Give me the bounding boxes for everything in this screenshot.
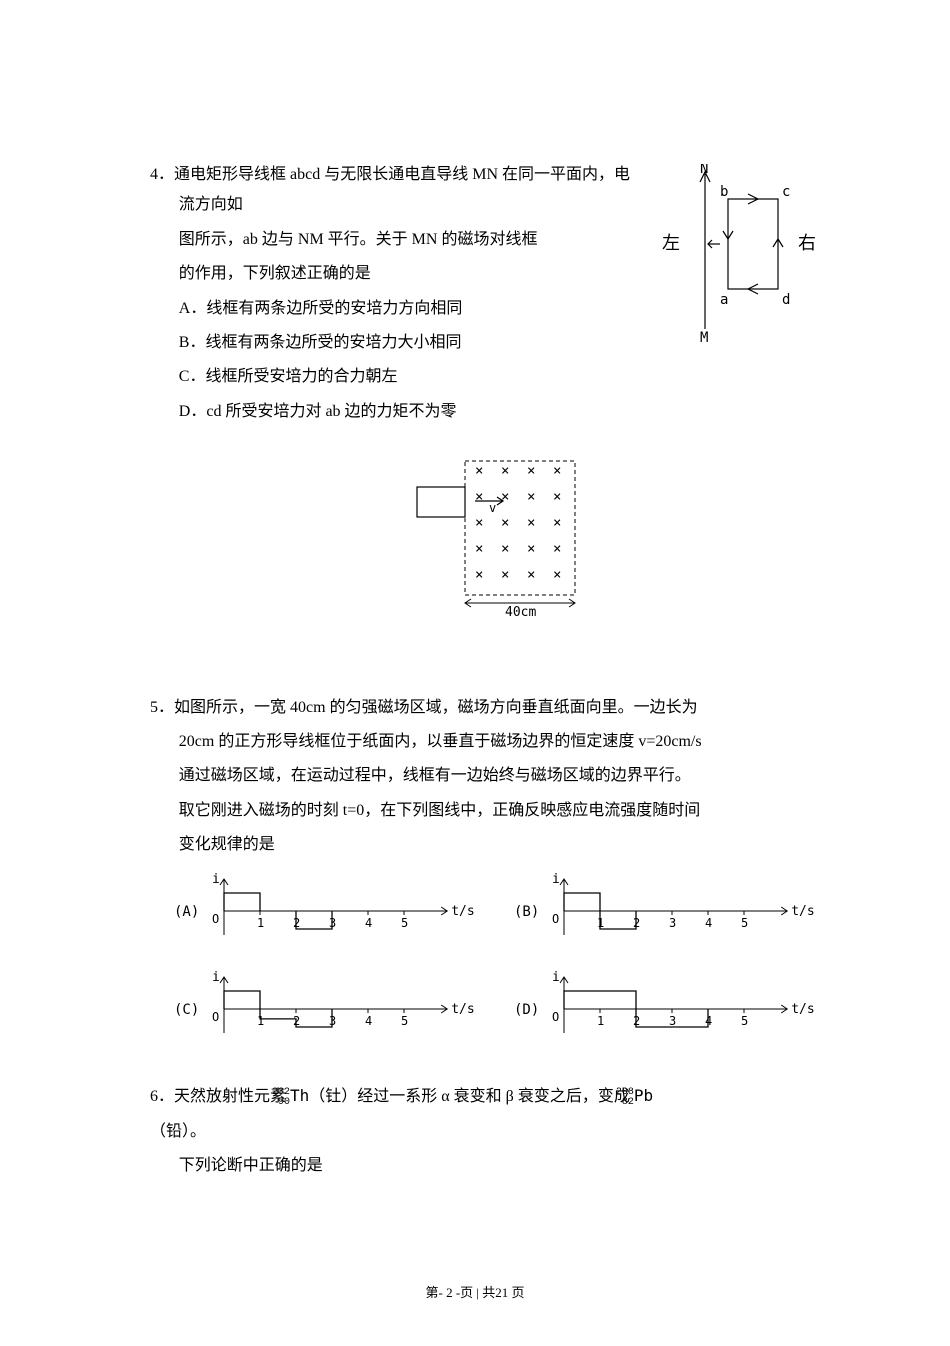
label-right: 右 [798, 233, 816, 253]
svg-text:×: × [475, 489, 483, 505]
svg-text:×: × [475, 463, 483, 479]
q4-number: 4． [150, 166, 174, 183]
svg-text:3: 3 [669, 916, 676, 930]
page-footer: 第- 2 -页 | 共21 页 [0, 1281, 950, 1306]
svg-text:×: × [475, 515, 483, 531]
q5-line3: 通过磁场区域，在运动过程中，线框有一边始终与磁场区域的边界平行。 [150, 761, 820, 791]
page: N M b c a d 左 右 4．通电矩形导线框 abcd 与无限长通电直导线… [0, 0, 950, 1346]
svg-text:×: × [553, 463, 561, 479]
q4-option-d: D．cd 所受安培力对 ab 边的力矩不为零 [179, 397, 820, 427]
svg-text:×: × [501, 567, 509, 583]
svg-text:×: × [501, 515, 509, 531]
pb-sym: Pb [634, 1086, 653, 1105]
q6-mid: （钍）经过一系形 α 衰变和 β 衰变之后，变成 [309, 1088, 634, 1105]
width-label: 40cm [505, 605, 536, 620]
q4-option-c: C．线框所受安培力的合力朝左 [179, 362, 820, 392]
svg-text:i: i [552, 872, 560, 887]
svg-text:i: i [212, 970, 220, 985]
svg-text:4: 4 [365, 1014, 372, 1028]
q5-graphs: it/sO(A)12345 it/sO(B)12345 it/sO(C)1234… [150, 866, 820, 1061]
th-sym: Th [290, 1086, 309, 1105]
graph-d: it/sO(D)12345 [506, 964, 820, 1055]
label-a: a [720, 292, 728, 308]
svg-text:t/s: t/s [791, 1002, 814, 1017]
label-d: d [782, 292, 790, 308]
q5-text1: 如图所示，一宽 40cm 的匀强磁场区域，磁场方向垂直纸面向里。一边长为 [174, 699, 698, 716]
q5-line1: 5．如图所示，一宽 40cm 的匀强磁场区域，磁场方向垂直纸面向里。一边长为 [150, 693, 820, 723]
graph-a: it/sO(A)12345 [166, 866, 480, 957]
question-5: 5．如图所示，一宽 40cm 的匀强磁场区域，磁场方向垂直纸面向里。一边长为 2… [150, 693, 820, 1062]
svg-text:O: O [552, 1010, 559, 1024]
svg-text:(A): (A) [174, 904, 199, 920]
q6-line3: 下列论断中正确的是 [150, 1151, 820, 1181]
svg-text:×: × [527, 515, 535, 531]
svg-text:(C): (C) [174, 1002, 199, 1018]
q5-line5: 变化规律的是 [150, 830, 820, 860]
q5-line4: 取它刚进入磁场的时刻 t=0，在下列图线中，正确反映感应电流强度随时间 [150, 796, 820, 826]
svg-text:1: 1 [257, 916, 264, 930]
svg-text:t/s: t/s [451, 1002, 474, 1017]
svg-text:5: 5 [401, 916, 408, 930]
svg-text:1: 1 [597, 1014, 604, 1028]
center-figure: × × × × × × × × × × × × × × × × × × × × v 40cm [150, 451, 820, 632]
svg-text:×: × [475, 567, 483, 583]
svg-text:t/s: t/s [791, 904, 814, 919]
svg-text:O: O [552, 912, 559, 926]
svg-text:×: × [527, 463, 535, 479]
svg-text:×: × [553, 567, 561, 583]
svg-text:×: × [527, 541, 535, 557]
svg-text:×: × [501, 489, 509, 505]
q6-line2: （铅）。 [150, 1117, 820, 1147]
label-left: 左 [662, 233, 680, 253]
svg-text:5: 5 [741, 916, 748, 930]
svg-text:4: 4 [705, 916, 712, 930]
svg-text:×: × [553, 489, 561, 505]
label-c: c [782, 184, 790, 200]
svg-text:×: × [501, 463, 509, 479]
graph-b: it/sO(B)12345 [506, 866, 820, 957]
svg-text:5: 5 [401, 1014, 408, 1028]
q6-line1: 6．天然放射性元素 23290Th（钍）经过一系形 α 衰变和 β 衰变之后，变… [150, 1081, 820, 1112]
question-4: N M b c a d 左 右 4．通电矩形导线框 abcd 与无限长通电直导线… [150, 160, 820, 431]
svg-text:3: 3 [669, 1014, 676, 1028]
label-b: b [720, 184, 728, 200]
svg-text:i: i [212, 872, 220, 887]
svg-text:×: × [553, 515, 561, 531]
graph-c: it/sO(C)12345 [166, 964, 480, 1055]
label-N: N [700, 164, 708, 177]
svg-text:×: × [501, 541, 509, 557]
q5-line2: 20cm 的正方形导线框位于纸面内，以垂直于磁场边界的恒定速度 v=20cm/s [150, 727, 820, 757]
svg-text:(B): (B) [514, 904, 539, 920]
q5-number: 5． [150, 699, 174, 716]
q4-diagram: N M b c a d 左 右 [650, 164, 820, 355]
v-label: v [489, 501, 496, 515]
label-M: M [700, 330, 708, 344]
q4-text1: 通电矩形导线框 abcd 与无限长通电直导线 MN 在同一平面内，电流方向如 [174, 166, 630, 213]
svg-text:O: O [212, 1010, 219, 1024]
svg-text:×: × [527, 567, 535, 583]
svg-text:5: 5 [741, 1014, 748, 1028]
svg-text:4: 4 [365, 916, 372, 930]
q6-number: 6． [150, 1088, 174, 1105]
svg-text:(D): (D) [514, 1002, 539, 1018]
svg-text:t/s: t/s [451, 904, 474, 919]
svg-text:×: × [475, 541, 483, 557]
svg-text:O: O [212, 912, 219, 926]
question-6: 6．天然放射性元素 23290Th（钍）经过一系形 α 衰变和 β 衰变之后，变… [150, 1081, 820, 1181]
svg-text:i: i [552, 970, 560, 985]
svg-text:×: × [553, 541, 561, 557]
svg-text:×: × [527, 489, 535, 505]
